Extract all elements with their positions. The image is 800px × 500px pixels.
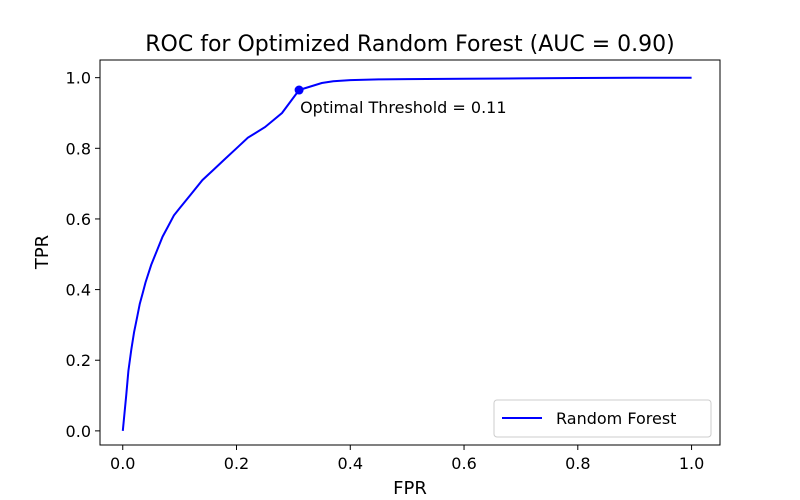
y-tick-label: 0.6 [66, 210, 91, 229]
legend-box [493, 399, 712, 438]
x-tick-label: 1.0 [679, 454, 704, 473]
chart-title: ROC for Optimized Random Forest (AUC = 0… [145, 32, 674, 57]
y-tick-label: 0.4 [66, 281, 91, 300]
x-axis-ticks: 0.0 0.2 0.4 0.6 0.8 1.0 [110, 445, 704, 473]
y-tick-label: 0.8 [66, 139, 91, 158]
optimal-threshold-annotation: Optimal Threshold = 0.11 [300, 98, 506, 117]
x-tick-label: 0.6 [451, 454, 476, 473]
y-tick-label: 1.0 [66, 69, 91, 88]
optimal-threshold-marker [294, 85, 304, 95]
x-tick-label: 0.0 [110, 454, 135, 473]
plot-area [100, 60, 720, 445]
x-tick-label: 0.2 [224, 454, 249, 473]
y-tick-label: 0.2 [66, 351, 91, 370]
y-tick-label: 0.0 [66, 422, 91, 441]
x-tick-label: 0.8 [565, 454, 590, 473]
legend: Random Forest [493, 399, 712, 438]
x-tick-label: 0.4 [338, 454, 363, 473]
x-axis-label: FPR [393, 478, 427, 499]
legend-label-random-forest: Random Forest [556, 409, 676, 428]
plot-frame [99, 59, 721, 446]
series-line-random-forest [121, 76, 692, 431]
y-axis-label: TPR [32, 235, 53, 270]
y-axis-ticks: 0.0 0.2 0.4 0.6 0.8 1.0 [66, 69, 100, 441]
